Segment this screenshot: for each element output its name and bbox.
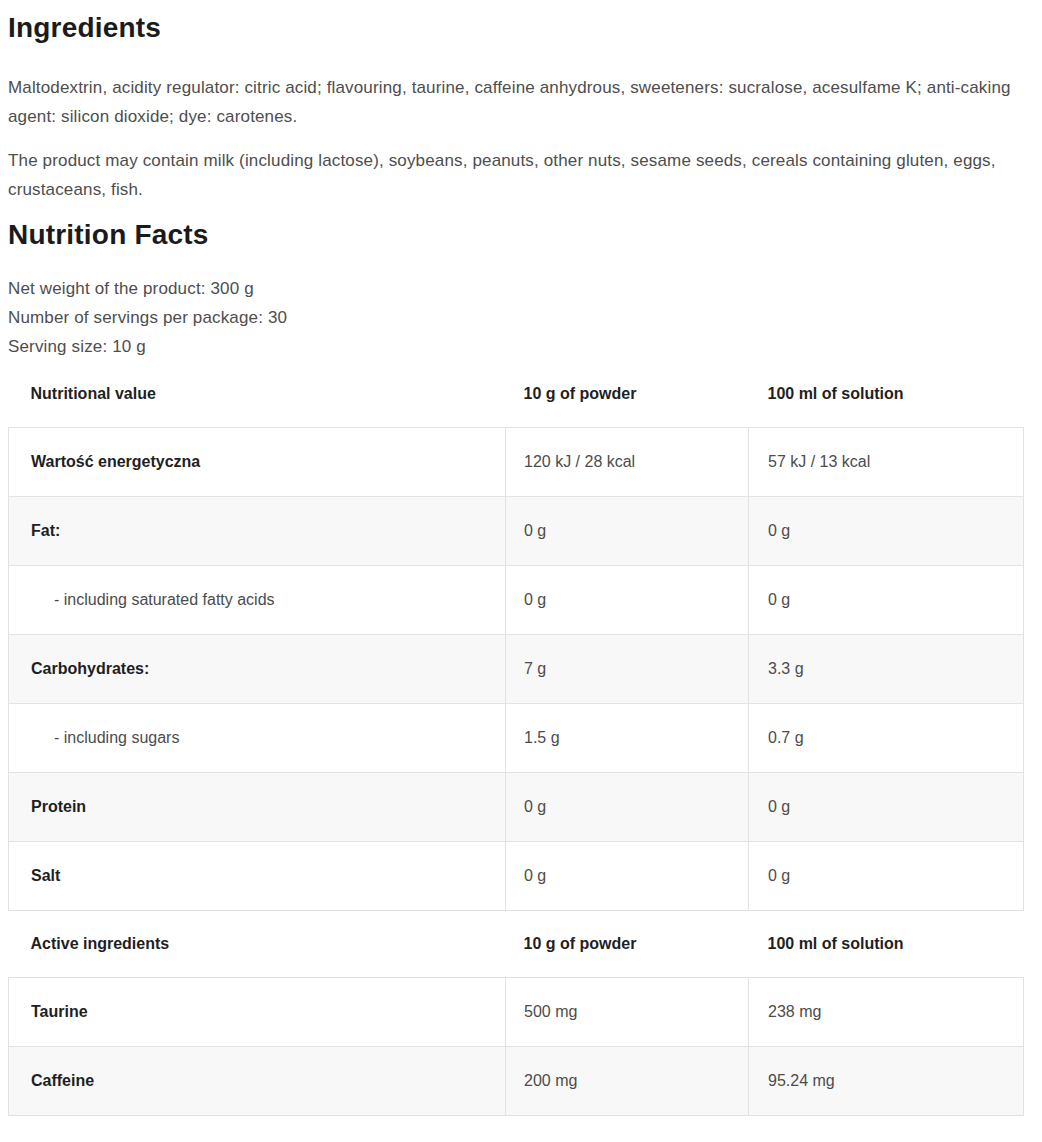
nutrient-sublabel: - including sugars (9, 704, 506, 773)
powder-value: 0 g (506, 773, 749, 842)
table-row-protein: Protein 0 g 0 g (9, 773, 1024, 842)
solution-value: 0 g (749, 773, 1024, 842)
solution-value: 0 g (749, 842, 1024, 911)
serving-size-line: Serving size: 10 g (8, 332, 1023, 361)
table-row-carbohydrates: Carbohydrates: 7 g 3.3 g (9, 635, 1024, 704)
powder-value: 1.5 g (506, 704, 749, 773)
powder-value: 200 mg (506, 1047, 749, 1116)
table-row-taurine: Taurine 500 mg 238 mg (9, 978, 1024, 1047)
nutrient-label: Caffeine (9, 1047, 506, 1116)
nutritional-value-header-row: Nutritional value 10 g of powder 100 ml … (9, 361, 1024, 428)
header-active-ingredients: Active ingredients (9, 911, 506, 978)
solution-value: 0 g (749, 497, 1024, 566)
nutrition-table: Nutritional value 10 g of powder 100 ml … (8, 361, 1024, 1116)
header-solution-amount: 100 ml of solution (749, 911, 1024, 978)
header-solution-amount: 100 ml of solution (749, 361, 1024, 428)
nutrient-sublabel: - including saturated fatty acids (9, 566, 506, 635)
product-details-page: Ingredients Maltodextrin, acidity regula… (0, 0, 1042, 1142)
header-powder-amount: 10 g of powder (506, 361, 749, 428)
solution-value: 0.7 g (749, 704, 1024, 773)
table-row-sugars: - including sugars 1.5 g 0.7 g (9, 704, 1024, 773)
powder-value: 7 g (506, 635, 749, 704)
table-row-salt: Salt 0 g 0 g (9, 842, 1024, 911)
table-row-caffeine: Caffeine 200 mg 95.24 mg (9, 1047, 1024, 1116)
solution-value: 238 mg (749, 978, 1024, 1047)
powder-value: 500 mg (506, 978, 749, 1047)
nutrient-label: Salt (9, 842, 506, 911)
solution-value: 95.24 mg (749, 1047, 1024, 1116)
active-ingredients-header-row: Active ingredients 10 g of powder 100 ml… (9, 911, 1024, 978)
table-row-saturated-fat: - including saturated fatty acids 0 g 0 … (9, 566, 1024, 635)
powder-value: 0 g (506, 497, 749, 566)
ingredients-title: Ingredients (8, 11, 1023, 45)
solution-value: 57 kJ / 13 kcal (749, 428, 1024, 497)
header-nutritional-value: Nutritional value (9, 361, 506, 428)
ingredients-paragraph: Maltodextrin, acidity regulator: citric … (8, 73, 1023, 131)
powder-value: 0 g (506, 566, 749, 635)
table-row-fat: Fat: 0 g 0 g (9, 497, 1024, 566)
allergen-paragraph: The product may contain milk (including … (8, 146, 1023, 204)
header-powder-amount: 10 g of powder (506, 911, 749, 978)
solution-value: 0 g (749, 566, 1024, 635)
nutrient-label: Carbohydrates: (9, 635, 506, 704)
net-weight-line: Net weight of the product: 300 g (8, 274, 1023, 303)
table-row-energy: Wartość energetyczna 120 kJ / 28 kcal 57… (9, 428, 1024, 497)
solution-value: 3.3 g (749, 635, 1024, 704)
powder-value: 0 g (506, 842, 749, 911)
nutrient-label: Wartość energetyczna (9, 428, 506, 497)
powder-value: 120 kJ / 28 kcal (506, 428, 749, 497)
nutrient-label: Fat: (9, 497, 506, 566)
nutrition-facts-title: Nutrition Facts (8, 218, 1023, 252)
nutrient-label: Protein (9, 773, 506, 842)
nutrition-meta: Net weight of the product: 300 g Number … (8, 274, 1023, 361)
servings-per-package-line: Number of servings per package: 30 (8, 303, 1023, 332)
nutrient-label: Taurine (9, 978, 506, 1047)
